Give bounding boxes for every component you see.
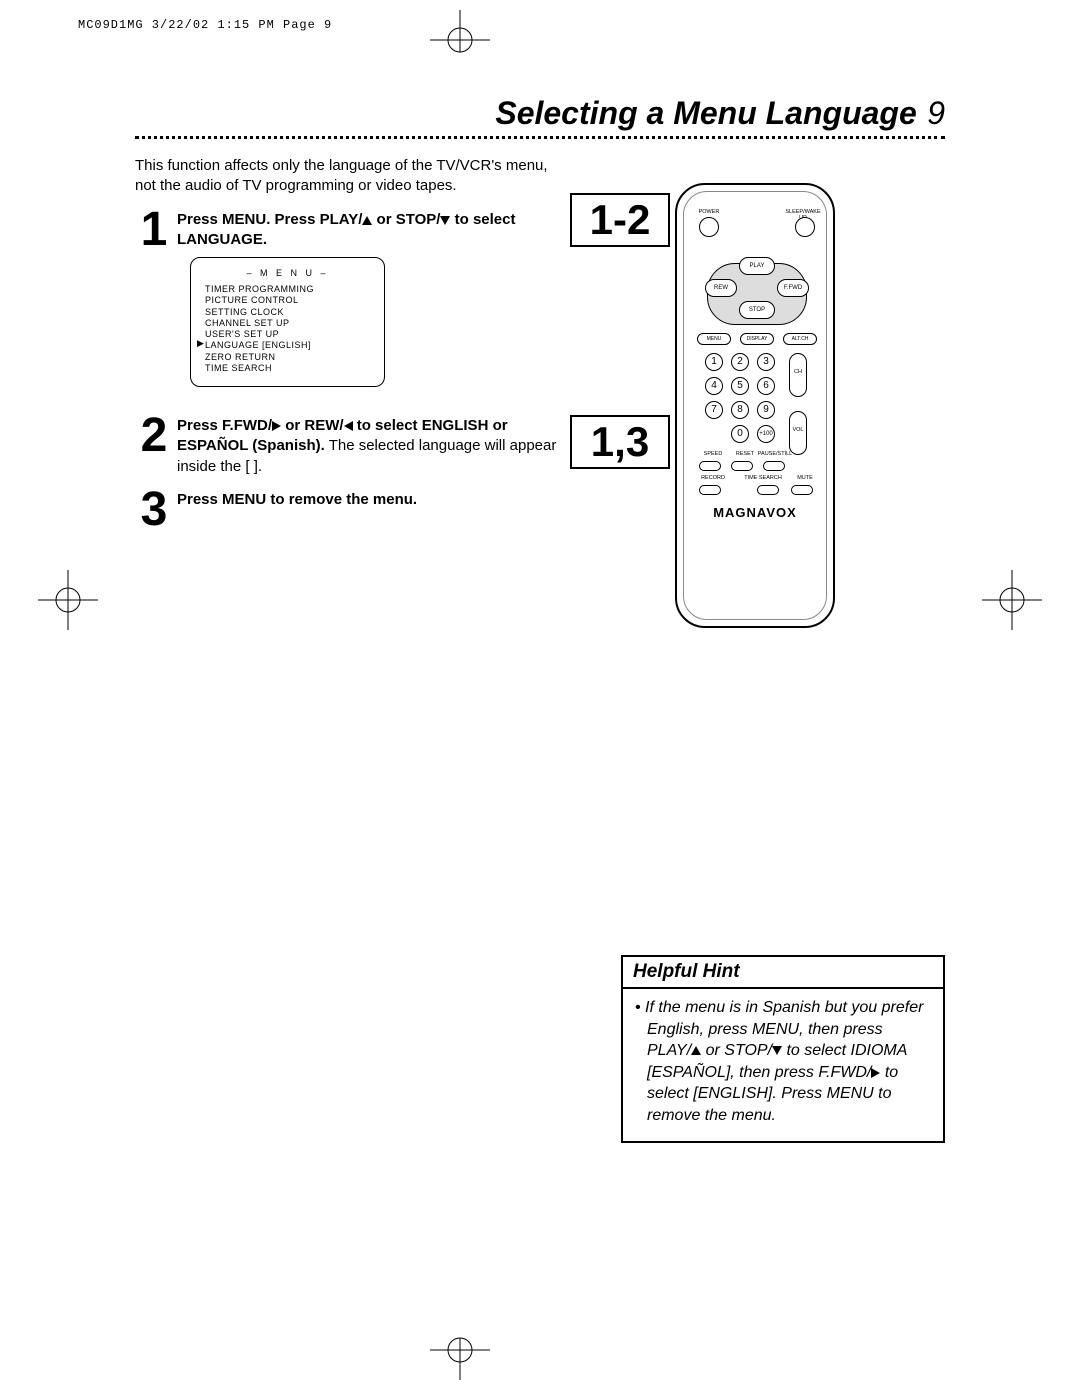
- step-1-number: 1: [133, 202, 175, 257]
- step-1: 1 Press MENU. Press PLAY/ or STOP/ to se…: [135, 210, 565, 251]
- record-label: RECORD: [693, 475, 733, 481]
- triangle-left-icon: [344, 421, 353, 431]
- num-2: 2: [731, 353, 749, 371]
- dotted-rule: [135, 136, 945, 139]
- menu-line: PICTURE CONTROL: [205, 295, 370, 306]
- power-label: POWER: [689, 209, 729, 215]
- menu-title: – M E N U –: [205, 268, 370, 278]
- hint-body: If the menu is in Spanish but you prefer…: [623, 989, 943, 1141]
- hint-text-b: or STOP/: [701, 1042, 772, 1059]
- menu-illustration: – M E N U – TIMER PROGRAMMING PICTURE CO…: [190, 257, 385, 387]
- step-2: 2 Press F.FWD/ or REW/ to select ENGLISH…: [135, 416, 565, 477]
- vol-label: VOL: [778, 427, 818, 433]
- callout-1-3: 1,3: [570, 415, 670, 469]
- menu-line: TIME SEARCH: [205, 363, 370, 374]
- step-3-bold: Press MENU to remove the menu.: [177, 491, 417, 508]
- triangle-down-icon: [772, 1046, 782, 1055]
- brand-label: MAGNAVOX: [677, 505, 833, 520]
- step-3: 3 Press MENU to remove the menu.: [135, 490, 565, 510]
- menu-line: USER'S SET UP: [205, 329, 370, 340]
- pause-label: PAUSE/STILL: [755, 451, 795, 457]
- num-7: 7: [705, 401, 723, 419]
- remote-illustration: 1-2 1,3 POWER SLEEP/WAKE UP PLAY REW F.F…: [635, 183, 835, 628]
- intro-text: This function affects only the language …: [135, 156, 565, 197]
- hint-header: Helpful Hint: [623, 957, 943, 989]
- num-8: 8: [731, 401, 749, 419]
- triangle-up-icon: [691, 1046, 701, 1055]
- ffwd-button: F.FWD: [777, 279, 809, 297]
- speed-button: [699, 461, 721, 471]
- rew-button: REW: [705, 279, 737, 297]
- display-button: DISPLAY: [740, 333, 774, 345]
- pause-button: [763, 461, 785, 471]
- page-title: Selecting a Menu Language: [495, 95, 916, 131]
- num-9: 9: [757, 401, 775, 419]
- triangle-up-icon: [362, 216, 372, 225]
- page-number: 9: [927, 95, 945, 131]
- step-2-bold-a: Press F.FWD/: [177, 417, 272, 434]
- menu-line: LANGUAGE [ENGLISH]: [205, 340, 370, 351]
- page-header-meta: MC09D1MG 3/22/02 1:15 PM Page 9: [78, 18, 332, 32]
- helpful-hint-box: Helpful Hint If the menu is in Spanish b…: [621, 955, 945, 1143]
- menu-line: SETTING CLOCK: [205, 307, 370, 318]
- triangle-down-icon: [440, 216, 450, 225]
- ch-label: CH: [778, 369, 818, 375]
- menu-pointer-icon: ▶: [197, 338, 204, 349]
- num-0: 0: [731, 425, 749, 443]
- mute-button: [791, 485, 813, 495]
- num-5: 5: [731, 377, 749, 395]
- plus100-button: +100: [757, 425, 775, 443]
- ch-rocker: [789, 353, 807, 397]
- tsearch-button: [757, 485, 779, 495]
- page-title-block: Selecting a Menu Language 9: [495, 95, 945, 132]
- num-1: 1: [705, 353, 723, 371]
- step-2-number: 2: [133, 408, 175, 463]
- num-4: 4: [705, 377, 723, 395]
- altch-button: ALT.CH: [783, 333, 817, 345]
- vol-rocker: [789, 411, 807, 455]
- step-1-bold-b: or STOP/: [372, 211, 440, 228]
- triangle-right-icon: [272, 421, 281, 431]
- callout-1-2: 1-2: [570, 193, 670, 247]
- num-3: 3: [757, 353, 775, 371]
- power-button: [699, 217, 719, 237]
- step-3-number: 3: [133, 482, 175, 537]
- menu-line: TIMER PROGRAMMING: [205, 284, 370, 295]
- step-1-bold-a: Press MENU. Press PLAY/: [177, 211, 362, 228]
- sleep-button: [795, 217, 815, 237]
- menu-button: MENU: [697, 333, 731, 345]
- tsearch-label: TIME SEARCH: [743, 475, 783, 481]
- record-button: [699, 485, 721, 495]
- play-button: PLAY: [739, 257, 775, 275]
- mute-label: MUTE: [785, 475, 825, 481]
- num-6: 6: [757, 377, 775, 395]
- stop-button: STOP: [739, 301, 775, 319]
- menu-line: ZERO RETURN: [205, 352, 370, 363]
- reset-button: [731, 461, 753, 471]
- step-2-bold-b: or REW/: [281, 417, 344, 434]
- menu-line: CHANNEL SET UP: [205, 318, 370, 329]
